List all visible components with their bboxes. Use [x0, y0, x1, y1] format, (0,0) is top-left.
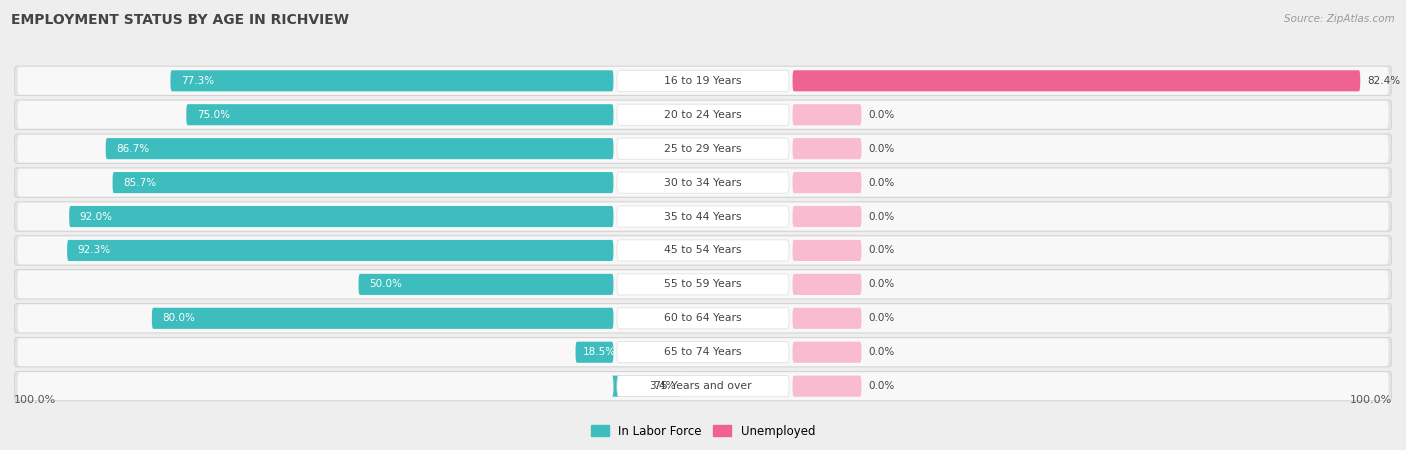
Text: 100.0%: 100.0%: [14, 396, 56, 405]
Text: 55 to 59 Years: 55 to 59 Years: [664, 279, 742, 289]
Text: 0.0%: 0.0%: [869, 212, 894, 221]
Text: 18.5%: 18.5%: [582, 347, 616, 357]
Text: 75.0%: 75.0%: [197, 110, 229, 120]
FancyBboxPatch shape: [14, 100, 1392, 130]
Text: 45 to 54 Years: 45 to 54 Years: [664, 245, 742, 256]
FancyBboxPatch shape: [617, 206, 789, 227]
FancyBboxPatch shape: [793, 342, 862, 363]
Text: 65 to 74 Years: 65 to 74 Years: [664, 347, 742, 357]
FancyBboxPatch shape: [617, 308, 789, 329]
FancyBboxPatch shape: [17, 202, 1389, 230]
Text: 0.0%: 0.0%: [869, 347, 894, 357]
FancyBboxPatch shape: [617, 138, 789, 159]
FancyBboxPatch shape: [17, 237, 1389, 265]
FancyBboxPatch shape: [67, 240, 613, 261]
FancyBboxPatch shape: [793, 138, 862, 159]
FancyBboxPatch shape: [17, 169, 1389, 197]
FancyBboxPatch shape: [14, 236, 1392, 265]
FancyBboxPatch shape: [617, 240, 789, 261]
FancyBboxPatch shape: [17, 67, 1389, 95]
Text: 16 to 19 Years: 16 to 19 Years: [664, 76, 742, 86]
FancyBboxPatch shape: [617, 172, 789, 193]
FancyBboxPatch shape: [14, 371, 1392, 401]
FancyBboxPatch shape: [617, 70, 789, 91]
Text: EMPLOYMENT STATUS BY AGE IN RICHVIEW: EMPLOYMENT STATUS BY AGE IN RICHVIEW: [11, 14, 349, 27]
Text: 0.0%: 0.0%: [869, 279, 894, 289]
Text: 92.3%: 92.3%: [77, 245, 111, 256]
FancyBboxPatch shape: [170, 70, 613, 91]
FancyBboxPatch shape: [14, 338, 1392, 367]
Text: 3.4%: 3.4%: [650, 381, 676, 391]
Legend: In Labor Force, Unemployed: In Labor Force, Unemployed: [586, 420, 820, 442]
FancyBboxPatch shape: [17, 270, 1389, 298]
FancyBboxPatch shape: [112, 172, 613, 193]
Text: 86.7%: 86.7%: [117, 144, 149, 153]
FancyBboxPatch shape: [14, 168, 1392, 197]
FancyBboxPatch shape: [793, 206, 862, 227]
FancyBboxPatch shape: [105, 138, 613, 159]
Text: 0.0%: 0.0%: [869, 381, 894, 391]
Text: 50.0%: 50.0%: [368, 279, 402, 289]
Text: 0.0%: 0.0%: [869, 313, 894, 323]
Text: 0.0%: 0.0%: [869, 110, 894, 120]
FancyBboxPatch shape: [575, 342, 613, 363]
FancyBboxPatch shape: [14, 66, 1392, 95]
FancyBboxPatch shape: [617, 104, 789, 125]
FancyBboxPatch shape: [17, 372, 1389, 400]
FancyBboxPatch shape: [793, 376, 862, 397]
FancyBboxPatch shape: [17, 135, 1389, 162]
FancyBboxPatch shape: [617, 274, 789, 295]
FancyBboxPatch shape: [17, 338, 1389, 366]
Text: 92.0%: 92.0%: [80, 212, 112, 221]
FancyBboxPatch shape: [612, 376, 681, 397]
FancyBboxPatch shape: [617, 376, 789, 397]
FancyBboxPatch shape: [186, 104, 613, 125]
Text: 0.0%: 0.0%: [869, 178, 894, 188]
FancyBboxPatch shape: [14, 202, 1392, 231]
Text: 30 to 34 Years: 30 to 34 Years: [664, 178, 742, 188]
Text: 100.0%: 100.0%: [1350, 396, 1392, 405]
FancyBboxPatch shape: [152, 308, 613, 329]
FancyBboxPatch shape: [793, 240, 862, 261]
FancyBboxPatch shape: [14, 134, 1392, 163]
FancyBboxPatch shape: [69, 206, 613, 227]
FancyBboxPatch shape: [17, 304, 1389, 332]
Text: 35 to 44 Years: 35 to 44 Years: [664, 212, 742, 221]
FancyBboxPatch shape: [793, 104, 862, 125]
Text: 77.3%: 77.3%: [181, 76, 214, 86]
Text: 60 to 64 Years: 60 to 64 Years: [664, 313, 742, 323]
FancyBboxPatch shape: [793, 308, 862, 329]
Text: 0.0%: 0.0%: [869, 144, 894, 153]
FancyBboxPatch shape: [793, 274, 862, 295]
FancyBboxPatch shape: [359, 274, 613, 295]
Text: 0.0%: 0.0%: [869, 245, 894, 256]
Text: 85.7%: 85.7%: [122, 178, 156, 188]
Text: 25 to 29 Years: 25 to 29 Years: [664, 144, 742, 153]
Text: 80.0%: 80.0%: [162, 313, 195, 323]
Text: 75 Years and over: 75 Years and over: [654, 381, 752, 391]
FancyBboxPatch shape: [14, 304, 1392, 333]
FancyBboxPatch shape: [617, 342, 789, 363]
Text: Source: ZipAtlas.com: Source: ZipAtlas.com: [1284, 14, 1395, 23]
FancyBboxPatch shape: [793, 70, 1360, 91]
FancyBboxPatch shape: [17, 101, 1389, 129]
Text: 20 to 24 Years: 20 to 24 Years: [664, 110, 742, 120]
FancyBboxPatch shape: [793, 172, 862, 193]
Text: 82.4%: 82.4%: [1367, 76, 1400, 86]
FancyBboxPatch shape: [14, 270, 1392, 299]
